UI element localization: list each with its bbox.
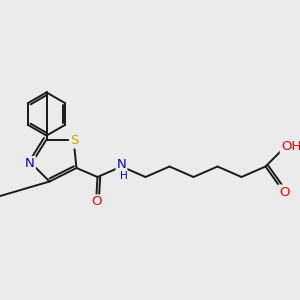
Text: OH: OH: [281, 140, 300, 154]
Text: O: O: [91, 195, 101, 208]
Text: H: H: [120, 171, 128, 181]
Text: N: N: [117, 158, 126, 172]
Text: S: S: [70, 134, 78, 148]
Text: O: O: [279, 185, 289, 199]
Text: N: N: [25, 157, 35, 170]
